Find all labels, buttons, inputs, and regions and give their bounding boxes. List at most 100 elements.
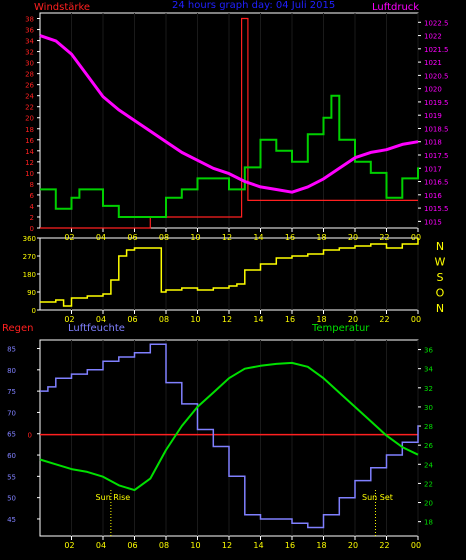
pressure-tick-label: 1016.5 <box>424 179 449 187</box>
wind-tick-label: 20 <box>25 115 34 123</box>
x-tick-label-wind: 08 <box>159 233 169 242</box>
temperature-tick-label: 18 <box>424 519 433 527</box>
temperature-tick-label: 28 <box>424 423 433 431</box>
humidity-tick-label: 45 <box>7 516 16 524</box>
x-tick-label-dir: 20 <box>348 315 358 324</box>
x-tick-label-temp: 08 <box>159 541 169 550</box>
temperature-tick-label: 24 <box>424 461 433 469</box>
humidity-series-line <box>40 343 419 529</box>
pressure-tick-label: 1018.5 <box>424 125 449 133</box>
humidity-tick-label: 50 <box>7 495 16 503</box>
x-tick-label-dir: 18 <box>316 315 326 324</box>
sun-annotation-label: Sun Rise <box>96 493 131 502</box>
x-tick-label-dir: 14 <box>253 315 263 324</box>
x-tick-label-wind: 22 <box>379 233 389 242</box>
compass-label: N <box>436 302 444 315</box>
x-tick-label-dir: 08 <box>159 315 169 324</box>
humidity-tick-label: 60 <box>7 452 16 460</box>
x-tick-label-dir: 16 <box>285 315 295 324</box>
wind-tick-label: 30 <box>25 60 34 68</box>
wind-tick-label: 36 <box>25 27 34 35</box>
sun-annotation-label: Sun Set <box>362 493 393 502</box>
wind-tick-label: 26 <box>25 82 34 90</box>
wind-tick-label: 12 <box>25 159 34 167</box>
x-tick-label-temp: 12 <box>222 541 232 550</box>
pressure-tick-label: 1022 <box>424 33 442 41</box>
pressure-tick-label: 1017 <box>424 165 442 173</box>
humidity-axis-title: Luftfeuchte <box>68 323 125 334</box>
pressure-tick-label: 1020.5 <box>424 72 449 80</box>
compass-label: O <box>436 287 445 300</box>
wind-tick-label: 4 <box>30 203 35 211</box>
wind-tick-label: 6 <box>30 192 35 200</box>
wind-tick-label: 8 <box>30 181 34 189</box>
x-tick-label-wind: 20 <box>348 233 358 242</box>
rain-tick-label: 0 <box>28 432 32 440</box>
x-tick-label-temp: 22 <box>379 541 389 550</box>
wind-tick-label: 28 <box>25 71 34 79</box>
pressure-tick-label: 1021 <box>424 59 442 67</box>
pressure-tick-label: 1022.5 <box>424 19 449 27</box>
x-tick-label-dir: 12 <box>222 315 232 324</box>
x-tick-label-dir: 06 <box>127 315 137 324</box>
pressure-tick-label: 1019 <box>424 112 442 120</box>
temperature-series-line <box>39 361 419 492</box>
wind-series-line <box>40 94 419 218</box>
pressure-series-line <box>39 34 419 194</box>
x-tick-label-wind: 18 <box>316 233 326 242</box>
wind-tick-label: 32 <box>25 49 34 57</box>
x-tick-label-temp: 06 <box>127 541 137 550</box>
wind-tick-label: 0 <box>30 225 34 233</box>
temperature-tick-label: 22 <box>424 480 433 488</box>
x-tick-label-temp: 04 <box>96 541 106 550</box>
wind-tick-label: 24 <box>25 93 34 101</box>
wind-tick-label: 34 <box>25 38 34 46</box>
x-tick-label-temp: 02 <box>64 541 74 550</box>
temperature-tick-label: 36 <box>424 347 433 355</box>
x-tick-label-dir: 22 <box>379 315 389 324</box>
humidity-tick-label: 70 <box>7 409 16 417</box>
x-tick-label-temp: 00 <box>411 541 421 550</box>
wind-tick-label: 16 <box>25 137 34 145</box>
rain-axis-title: Regen <box>2 323 34 334</box>
direction-tick-label: 0 <box>32 307 36 315</box>
gust-series-line <box>40 17 418 229</box>
x-tick-label-wind: 00 <box>411 233 421 242</box>
direction-series-line <box>40 238 419 307</box>
x-tick-label-wind: 16 <box>285 233 295 242</box>
direction-tick-label: 180 <box>23 271 36 279</box>
temperature-axis-title: Temperatur <box>311 323 370 334</box>
x-tick-label-wind: 12 <box>222 233 232 242</box>
x-tick-label-wind: 04 <box>96 233 106 242</box>
x-tick-label-temp: 14 <box>253 541 263 550</box>
x-tick-label-wind: 10 <box>190 233 200 242</box>
wind-axis-title: Windstärke <box>34 2 90 13</box>
humidity-tick-label: 75 <box>7 388 16 396</box>
pressure-tick-label: 1018 <box>424 139 442 147</box>
temperature-tick-label: 30 <box>424 404 433 412</box>
x-tick-label-wind: 02 <box>64 233 74 242</box>
wind-tick-label: 10 <box>25 170 34 178</box>
compass-label: S <box>437 271 444 284</box>
temperature-tick-label: 32 <box>424 385 433 393</box>
pressure-axis-title: Luftdruck <box>372 2 419 13</box>
pressure-tick-label: 1019.5 <box>424 99 449 107</box>
temperature-tick-label: 34 <box>424 366 433 374</box>
temperature-tick-label: 20 <box>424 500 433 508</box>
direction-tick-label: 360 <box>23 235 36 243</box>
x-tick-label-temp: 18 <box>316 541 326 550</box>
humidity-tick-label: 65 <box>7 431 16 439</box>
direction-tick-label: 90 <box>27 289 36 297</box>
x-tick-label-dir: 02 <box>64 315 74 324</box>
humidity-tick-label: 80 <box>7 367 16 375</box>
direction-tick-label: 270 <box>23 253 36 261</box>
pressure-tick-label: 1015.5 <box>424 205 449 213</box>
pressure-tick-label: 1015 <box>424 218 442 226</box>
compass-label: W <box>435 256 446 269</box>
x-tick-label-temp: 16 <box>285 541 295 550</box>
compass-label: N <box>436 240 444 253</box>
x-tick-label-temp: 10 <box>190 541 200 550</box>
wind-tick-label: 38 <box>25 16 34 24</box>
